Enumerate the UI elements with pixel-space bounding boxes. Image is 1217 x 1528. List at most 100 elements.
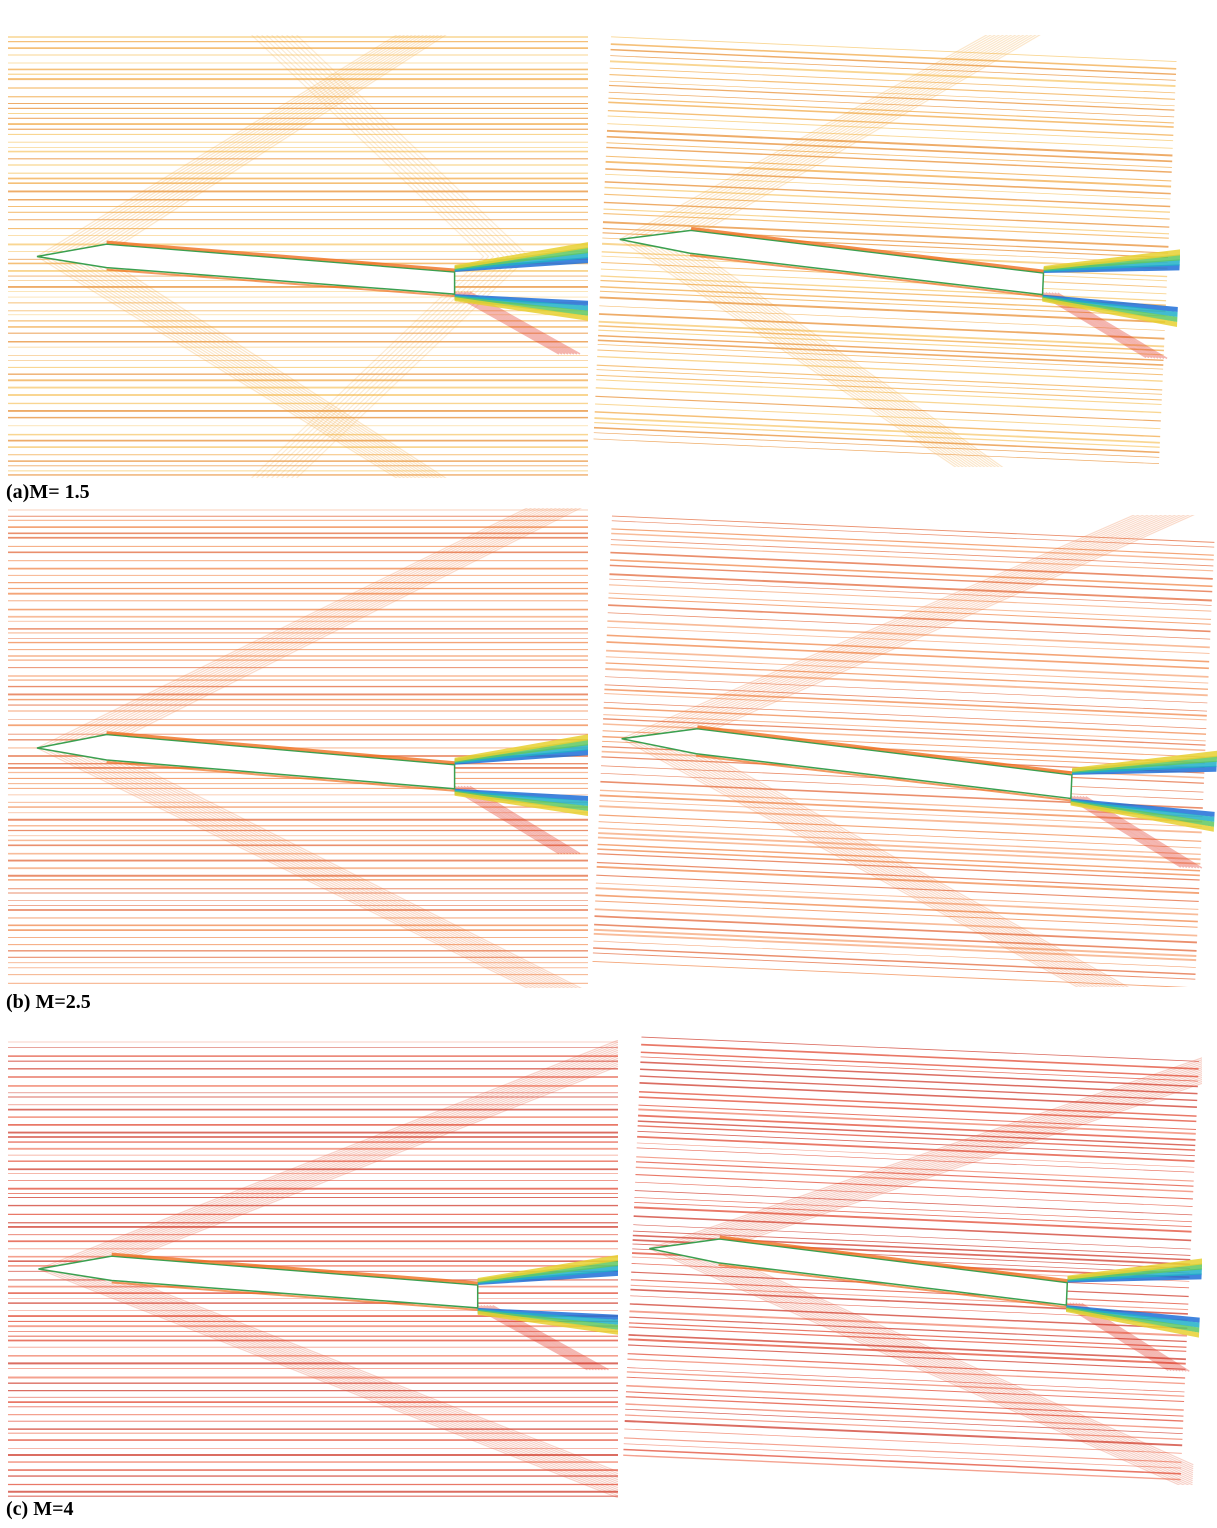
shock-line [287, 35, 519, 257]
contour-line [607, 635, 1209, 661]
contour-line [609, 585, 1211, 611]
shock-line [652, 515, 1217, 765]
shock-line [59, 1048, 619, 1269]
shock-line [94, 1062, 619, 1269]
shock-line [102, 508, 588, 748]
shock-line [292, 35, 524, 257]
flow-field [590, 35, 1180, 467]
contour-line [598, 326, 1163, 351]
shock-line [282, 35, 514, 257]
shock-line [297, 35, 529, 257]
shock-line [52, 35, 588, 256]
shock-line [662, 515, 1217, 765]
contour-line [608, 605, 1210, 631]
shock-line [672, 515, 1217, 765]
shock-line [642, 515, 1217, 765]
shock-line [57, 35, 588, 256]
contour-line [626, 1392, 1183, 1416]
shock-line [657, 515, 1217, 765]
flow-field [8, 1040, 618, 1498]
contour-line [594, 439, 1159, 464]
contour-plot [590, 35, 1180, 467]
contour-line [637, 1137, 1194, 1161]
figure-page: (a)M= 1.5 (b) M=2.5 (c) M=4 [0, 0, 1217, 1528]
shock-line [277, 35, 509, 257]
contour-line [641, 1037, 1198, 1061]
shock-line [47, 35, 588, 256]
shock-line [49, 1044, 619, 1269]
contour-line [606, 657, 1208, 683]
shock-line [82, 35, 588, 256]
contour-line [598, 340, 1163, 365]
shock-line [647, 515, 1217, 765]
contour-line [610, 560, 1212, 586]
contour-line [623, 1449, 1180, 1473]
shock-line [54, 1046, 619, 1269]
caption: (c) M=4 [6, 1498, 73, 1521]
contour-line [611, 540, 1213, 566]
contour-line [606, 663, 1208, 689]
flow-field [590, 515, 1217, 987]
contour-line [605, 169, 1170, 194]
contour-line [597, 350, 1162, 375]
shock-line [257, 35, 489, 257]
contour-line [611, 37, 1176, 62]
contour-line [594, 433, 1159, 458]
contour-line [606, 143, 1171, 168]
contour-line [611, 545, 1213, 571]
contour-line [596, 888, 1198, 914]
contour-line [593, 941, 1195, 967]
contour-line [595, 412, 1160, 437]
shock-line [54, 1269, 619, 1492]
contour-line [634, 1202, 1191, 1226]
flow-field [8, 35, 588, 478]
shock-line [84, 1058, 619, 1269]
shock-line [89, 1060, 619, 1269]
contour-line [594, 418, 1159, 443]
contour-plot [590, 515, 1217, 987]
shock-line [102, 35, 588, 256]
shock-line [64, 1050, 619, 1269]
contour-line [610, 56, 1175, 81]
contour-line [626, 1397, 1183, 1421]
contour-plot [620, 1035, 1202, 1485]
contour-line [605, 174, 1170, 199]
contour-line [611, 50, 1176, 75]
shock-line [99, 1064, 619, 1269]
caption: (b) M=2.5 [6, 991, 91, 1014]
contour-line [638, 1121, 1195, 1145]
contour-line [595, 895, 1197, 921]
contour-line [594, 428, 1159, 453]
contour-line [641, 1057, 1198, 1081]
contour-line [599, 822, 1201, 848]
shock-line [59, 1269, 619, 1490]
flow-field [623, 1035, 1202, 1485]
caption: (a)M= 1.5 [6, 481, 90, 504]
shock-line [272, 35, 504, 257]
contour-line [624, 1444, 1181, 1468]
contour-line [634, 1197, 1191, 1221]
contour-plot [8, 1040, 618, 1498]
shock-line [67, 35, 588, 256]
body [39, 1256, 478, 1308]
shock-line [74, 1269, 619, 1484]
contour-plot [8, 35, 588, 478]
shock-line [682, 515, 1217, 765]
flow-field [8, 508, 588, 988]
shock-line [62, 35, 588, 256]
contour-line [637, 1131, 1194, 1155]
contour-line [594, 423, 1159, 448]
shock-line [667, 515, 1217, 765]
contour-line [638, 1116, 1195, 1140]
contour-line [627, 1372, 1184, 1396]
shock-line [92, 35, 588, 256]
contour-line [607, 137, 1172, 162]
contour-line [606, 162, 1171, 187]
contour-line [601, 276, 1166, 301]
contour-line [608, 598, 1210, 624]
contour-line [605, 188, 1170, 213]
shock-line [677, 515, 1217, 765]
contour-plot [8, 508, 588, 988]
shock-line [79, 1056, 619, 1269]
contour-line [595, 909, 1197, 935]
